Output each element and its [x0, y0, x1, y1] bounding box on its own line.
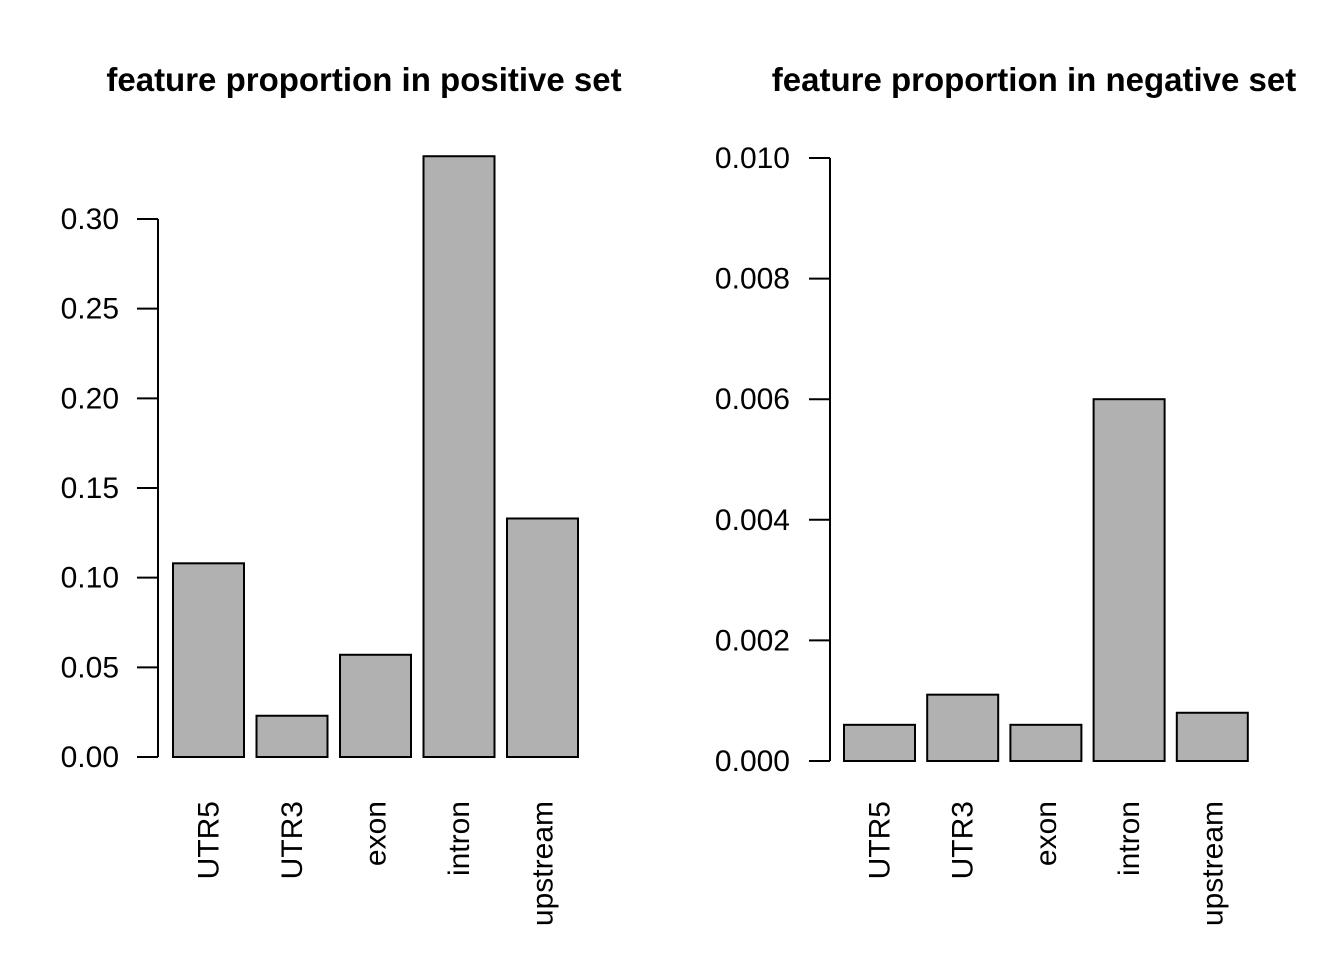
bar-upstream	[1175, 711, 1249, 763]
y-tick-label: 0.006	[715, 383, 790, 416]
y-tick-label: 0.20	[61, 382, 119, 415]
bar-exon	[339, 653, 412, 759]
y-tick-label: 0.004	[715, 504, 790, 537]
y-tick-label: 0.002	[715, 624, 790, 657]
y-tick-label: 0.000	[715, 745, 790, 778]
x-category-label: upstream	[1196, 801, 1229, 926]
x-category-label: intron	[1113, 801, 1146, 876]
chart-title-positive: feature proportion in positive set	[106, 61, 621, 98]
positive-set-chart: feature proportion in positive set 0.00 0…	[61, 61, 622, 926]
x-category-label: exon	[1030, 801, 1063, 866]
negative-set-chart: feature proportion in negative set 0.000…	[715, 61, 1296, 926]
bar-utr3	[926, 693, 1000, 762]
bar-utr5	[843, 723, 916, 763]
chart-title-negative: feature proportion in negative set	[772, 61, 1296, 98]
y-tick-label: 0.008	[715, 263, 790, 296]
x-category-label: UTR5	[193, 801, 226, 879]
bar-intron	[422, 155, 496, 758]
y-tick-label: 0.15	[61, 472, 119, 505]
bar-utr3	[255, 714, 329, 759]
x-category-label: UTR3	[947, 801, 980, 879]
y-tick-label: 0.05	[61, 651, 119, 684]
x-category-label: exon	[360, 801, 393, 866]
y-tick-label: 0.00	[61, 741, 119, 774]
x-category-label: upstream	[527, 801, 560, 926]
y-tick-label: 0.10	[61, 562, 119, 595]
x-category-label: intron	[443, 801, 476, 876]
bar-utr5	[172, 562, 245, 758]
y-tick-label: 0.25	[61, 293, 119, 326]
y-tick-label: 0.010	[715, 142, 790, 175]
x-category-label: UTR5	[864, 801, 897, 879]
x-category-label: UTR3	[276, 801, 309, 879]
bar-exon	[1009, 723, 1083, 763]
bar-upstream	[506, 517, 579, 759]
bar-intron	[1092, 398, 1166, 762]
y-tick-label: 0.30	[61, 203, 119, 236]
